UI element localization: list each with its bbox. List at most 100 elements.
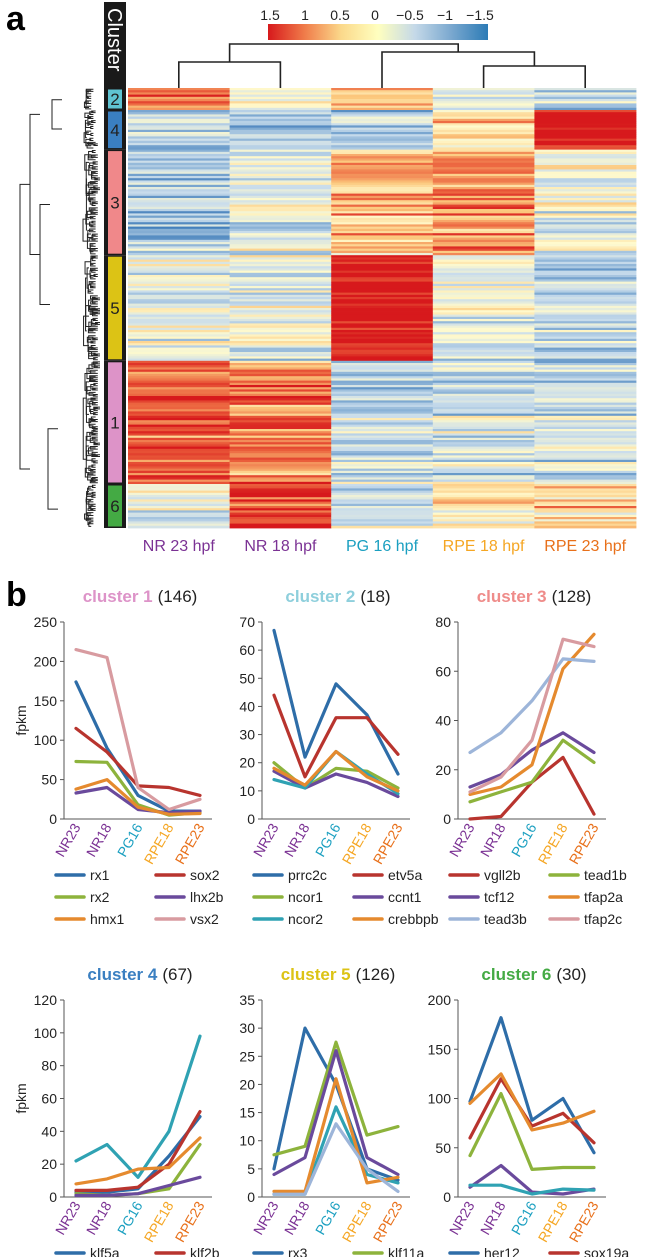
dendrogram-link <box>86 336 94 343</box>
heatmap-cell <box>432 281 535 285</box>
heatmap-cell <box>229 446 332 450</box>
dendrogram-link <box>482 65 586 88</box>
heatmap-cell <box>432 413 535 417</box>
heatmap-cell <box>534 356 637 359</box>
heatmap-cell <box>331 319 434 322</box>
heatmap-cell <box>331 418 434 421</box>
heatmap-cell <box>534 360 637 364</box>
heatmap-cell <box>128 253 230 256</box>
x-tick-label: RPE18 <box>339 1198 375 1245</box>
heatmap-cell <box>432 226 535 230</box>
heatmap-cell <box>534 426 637 430</box>
heatmap-cell <box>432 422 535 425</box>
heatmap-cell <box>128 462 230 465</box>
heatmap-cell <box>331 193 434 197</box>
column-label: NR 23 hpf <box>143 538 216 555</box>
heatmap-cell <box>229 253 332 256</box>
heatmap-cell <box>128 250 230 254</box>
dendrogram-link <box>89 347 98 351</box>
dendrogram-link <box>89 379 98 383</box>
dendrogram-link <box>84 261 92 275</box>
heatmap-cell <box>331 145 434 148</box>
heatmap-cell <box>128 303 230 307</box>
y-tick-label: 0 <box>49 1189 57 1205</box>
heatmap-cell <box>432 367 535 370</box>
heatmap-cell <box>229 193 332 197</box>
heatmap-cell <box>128 101 230 104</box>
heatmap-cell <box>432 376 535 379</box>
heatmap-cell <box>229 200 332 203</box>
heatmap-cell <box>229 275 332 278</box>
heatmap-cell <box>128 272 230 276</box>
heatmap-cell <box>534 525 637 529</box>
heatmap-cell <box>128 356 230 359</box>
heatmap-cell <box>534 411 637 414</box>
heatmap-cell <box>331 264 434 267</box>
dendrogram-link <box>82 397 87 460</box>
heatmap-cell <box>331 519 434 522</box>
heatmap-cell <box>534 275 637 278</box>
heatmap-cell <box>331 246 434 249</box>
heatmap-cell <box>534 116 637 120</box>
heatmap-cell <box>128 160 230 164</box>
heatmap-cell <box>128 178 230 181</box>
heatmap-cell <box>128 145 230 148</box>
heatmap-cell <box>128 110 230 113</box>
heatmap-cell <box>331 202 434 205</box>
heatmap-cell <box>432 497 535 500</box>
series-line-tfap2c <box>468 637 596 794</box>
colorbar-tick-label: 0.5 <box>330 7 350 23</box>
cluster-band-label: 2 <box>110 90 119 109</box>
heatmap-cell <box>432 345 535 348</box>
heatmap-cell <box>534 250 637 254</box>
heatmap-cell <box>331 514 434 518</box>
heatmap-cell <box>229 352 332 355</box>
heatmap-cell <box>331 327 434 331</box>
heatmap-cell <box>229 418 332 421</box>
heatmap-cell <box>331 470 434 474</box>
heatmap-cell <box>229 94 332 98</box>
heatmap-cell <box>534 101 637 104</box>
heatmap-cell <box>331 242 434 245</box>
heatmap-cell <box>432 134 535 137</box>
heatmap-cell <box>534 442 637 445</box>
heatmap-cell <box>128 235 230 238</box>
heatmap-cell <box>432 184 535 188</box>
heatmap-cell <box>534 187 637 190</box>
heatmap-cell <box>432 132 535 135</box>
heatmap-cell <box>534 345 637 348</box>
legend-label: rx1 <box>90 867 110 883</box>
heatmap-cell <box>331 149 434 153</box>
heatmap-cell <box>534 283 637 287</box>
dendrogram-link <box>85 277 87 332</box>
heatmap-cell <box>534 358 637 362</box>
heatmap-cell <box>229 497 332 500</box>
heatmap-cell <box>331 123 434 126</box>
chart-title-name: cluster 4 <box>87 965 157 984</box>
heatmap-cell <box>128 129 230 133</box>
heatmap-cell <box>534 272 637 276</box>
heatmap-cell <box>331 182 434 186</box>
heatmap-cell <box>534 316 637 320</box>
x-tick-label: NR18 <box>281 1198 313 1237</box>
heatmap-cell <box>432 468 535 472</box>
heatmap-cell <box>128 510 230 513</box>
heatmap-cell <box>128 418 230 421</box>
heatmap-cell <box>128 140 230 144</box>
heatmap-cell <box>128 268 230 271</box>
heatmap-cell <box>229 336 332 340</box>
heatmap-cell <box>331 451 434 454</box>
heatmap-cell <box>432 444 535 447</box>
heatmap-cell <box>128 426 230 430</box>
heatmap-cell <box>534 519 637 522</box>
y-tick-label: 20 <box>435 762 451 778</box>
heatmap-cell <box>229 268 332 271</box>
chart-title: cluster 5 (126) <box>281 965 396 984</box>
heatmap-cell <box>432 352 535 355</box>
heatmap-cell <box>331 352 434 355</box>
heatmap-cell <box>229 189 332 192</box>
heatmap-cell <box>432 305 535 309</box>
heatmap-cell <box>128 446 230 450</box>
series-line-vax2 <box>468 1163 596 1196</box>
heatmap-cell <box>229 101 332 104</box>
